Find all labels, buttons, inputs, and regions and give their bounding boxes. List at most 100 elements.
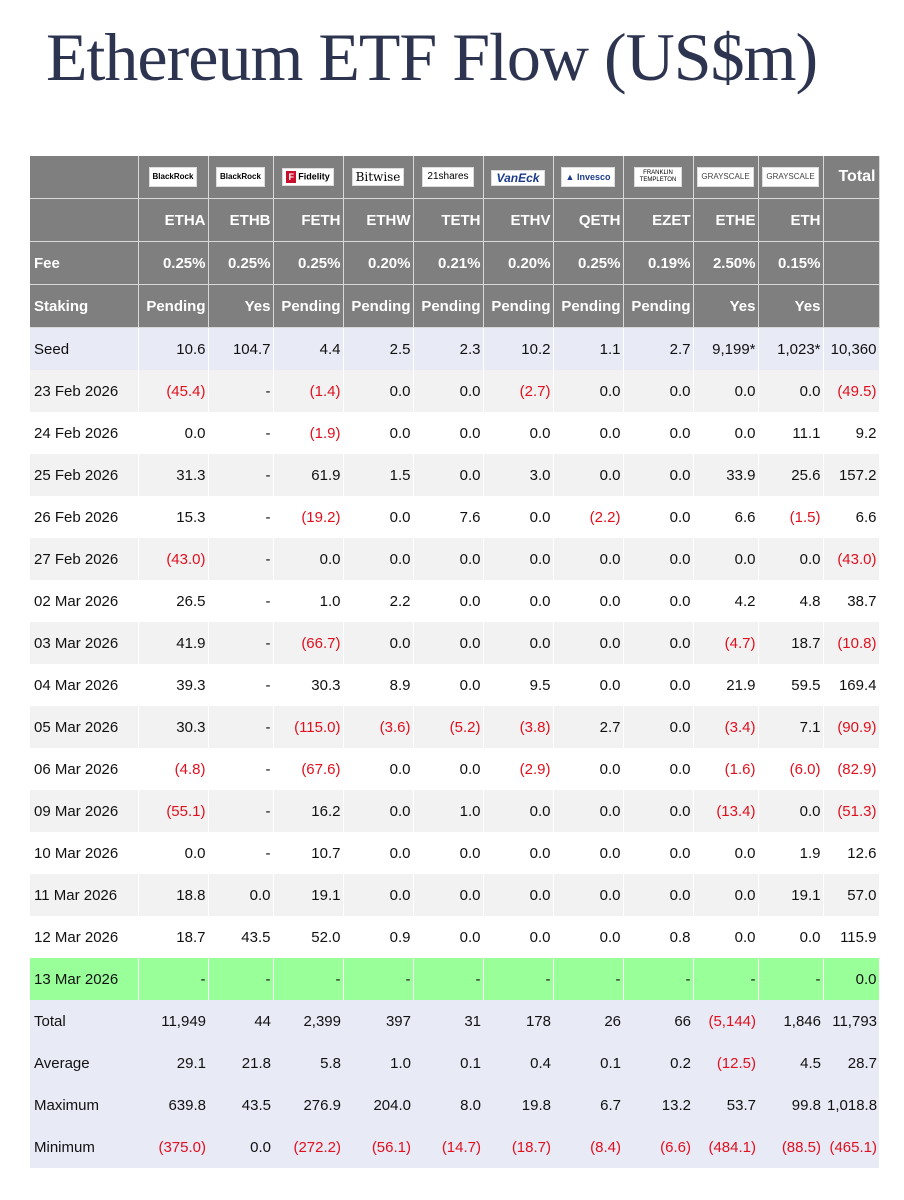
staking-cell: Pending [483,284,554,328]
flow-cell: (56.1) [343,1126,413,1168]
fidelity-logo: Fidelity [298,171,330,182]
flow-cell: - [758,958,824,1000]
flow-cell: 18.7 [758,622,824,664]
flow-cell: 0.0 [413,454,484,496]
flow-cell: - [273,958,344,1000]
flow-cell: 6.6 [693,496,759,538]
flow-cell: 0.0 [343,412,414,454]
ticker-total-cell [823,198,880,242]
flow-cell: 0.0 [623,832,694,874]
summary-row: Total 11,949 44 2,399 397 31 178 26 66 (5,144) 1,8… [30,1000,879,1042]
flow-cell: (12.5) [693,1042,758,1084]
table-row: 26 Feb 2026 15.3- (19.2) 0.0 7.6 0.0 (2.2) 0.0 6… [30,496,880,538]
flow-cell: 0.0 [413,748,484,790]
flow-cell: 44 [208,1000,273,1042]
staking-total-cell [823,284,880,328]
flow-cell: - [208,706,274,748]
flow-cell: - [343,958,414,1000]
flow-cell: 29.1 [138,1042,208,1084]
table-row: 12 Mar 2026 18.7 43.5 52.0 0.9 0.0 0.0 0.0 0.8 0.… [30,916,880,958]
flow-cell: 19.1 [758,874,824,916]
summary-row: Average 29.1 21.8 5.8 1.0 0.1 0.4 0.1 0.2 (12.5) 4… [30,1042,879,1084]
flow-cell: - [208,622,274,664]
flow-cell: - [138,958,209,1000]
blackrock-logo: BlackRock [216,167,265,187]
row-total-cell: 115.9 [823,916,880,958]
flow-cell: 0.0 [553,412,624,454]
row-label: 13 Mar 2026 [30,958,139,1000]
page-title: Ethereum ETF Flow (US$m) [46,19,818,95]
flow-cell: 0.0 [343,538,414,580]
row-label: 27 Feb 2026 [30,538,139,580]
flow-cell: 0.0 [413,538,484,580]
flow-cell: 0.0 [413,874,484,916]
flow-cell: 0.2 [623,1042,693,1084]
flow-cell: 0.4 [483,1042,553,1084]
ticker-cell: ETHE [693,198,759,242]
flow-cell: 178 [483,1000,553,1042]
table-row: 03 Mar 2026 41.9- (66.7) 0.0 0.0 0.0 0.0 0.0 (4.… [30,622,880,664]
flow-cell: 104.7 [208,327,274,370]
flow-cell: 0.0 [483,538,554,580]
flow-cell: 0.0 [483,832,554,874]
row-total-cell: (43.0) [823,538,880,580]
flow-cell: 5.8 [273,1042,343,1084]
row-total-cell: 11,793 [823,1000,879,1042]
row-label: 24 Feb 2026 [30,412,139,454]
fee-cell: 0.15% [758,241,824,285]
flow-cell: 0.8 [623,916,694,958]
flow-cell: 0.0 [553,454,624,496]
flow-cell: 0.0 [343,370,414,412]
flow-cell: 1.9 [758,832,824,874]
flow-cell: (2.9) [483,748,554,790]
flow-cell: 0.0 [623,412,694,454]
flow-cell: 10.7 [273,832,344,874]
table-row: 09 Mar 2026 (55.1) -16.2 0.0 1.0 0.0 0.0 0.0 (13… [30,790,880,832]
flow-cell: - [208,664,274,706]
flow-cell: 18.8 [138,874,209,916]
flow-cell: (2.7) [483,370,554,412]
row-total-cell: (51.3) [823,790,880,832]
flow-cell: - [208,412,274,454]
row-total-cell: 157.2 [823,454,880,496]
fidelity-mark-icon: F [286,171,297,184]
flow-cell: 2.3 [413,327,484,370]
total-header: Total [823,156,880,199]
flow-cell: 16.2 [273,790,344,832]
flow-cell: (5.2) [413,706,484,748]
fee-cell: 0.25% [553,241,624,285]
flow-cell: 33.9 [693,454,759,496]
flow-cell: (8.4) [553,1126,623,1168]
flow-cell: 0.0 [693,832,759,874]
fee-cell: 0.19% [623,241,694,285]
table-row: 11 Mar 2026 18.8 0.0 19.1 0.0 0.0 0.0 0.0 0.0 0.0… [30,874,880,916]
flow-cell: 0.0 [413,916,484,958]
table-row: 10 Mar 2026 0.0-10.7 0.0 0.0 0.0 0.0 0.0 0.0 1.9… [30,832,880,874]
flow-cell: 204.0 [343,1084,413,1126]
flow-cell: 39.3 [138,664,209,706]
flow-cell: 0.0 [623,538,694,580]
flow-cell: 10.6 [138,327,209,370]
flow-cell: 19.8 [483,1084,553,1126]
flow-cell: 2.7 [623,327,694,370]
row-label: Average [30,1042,138,1084]
fee-total-cell [823,241,880,285]
flow-cell: 0.0 [553,580,624,622]
summary-row: Maximum 639.8 43.5 276.9 204.0 8.0 19.8 6.7 13.2… [30,1084,879,1126]
fee-cell: 0.25% [208,241,274,285]
flow-cell: 0.0 [553,790,624,832]
flow-cell: 0.0 [413,580,484,622]
flow-cell: (484.1) [693,1126,758,1168]
row-label: Maximum [30,1084,138,1126]
flow-cell: (19.2) [273,496,344,538]
flow-cell: (375.0) [138,1126,208,1168]
flow-cell: 276.9 [273,1084,343,1126]
row-total-cell: (10.8) [823,622,880,664]
row-label: 04 Mar 2026 [30,664,139,706]
flow-cell: 639.8 [138,1084,208,1126]
row-total-cell: (82.9) [823,748,880,790]
table-row: 24 Feb 2026 0.0- (1.9) 0.0 0.0 0.0 0.0 0.0 0.0 11… [30,412,880,454]
flow-cell: 0.0 [483,622,554,664]
flow-cell: - [623,958,694,1000]
flow-cell: 0.0 [758,790,824,832]
